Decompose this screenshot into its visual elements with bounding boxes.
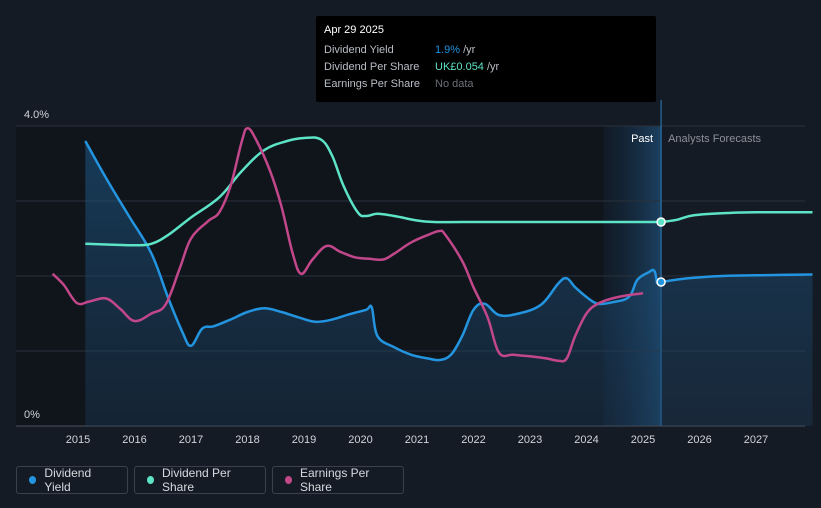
y-label-bottom: 0%	[24, 409, 40, 421]
legend-dot-icon	[285, 476, 292, 484]
dividend-yield-forecast-line	[660, 273, 813, 284]
tooltip-label: Earnings Per Share	[324, 77, 420, 90]
tooltip-label: Dividend Yield	[324, 43, 394, 56]
legend-dot-icon	[147, 476, 154, 484]
tooltip-unit: /yr	[463, 43, 476, 56]
tooltip-row-earnings-per-share: Earnings Per Share No data	[324, 75, 648, 92]
x-tick-label: 2020	[348, 434, 372, 446]
tooltip-date: Apr 29 2025	[324, 24, 384, 36]
x-tick-label: 2027	[744, 434, 768, 446]
x-axis-ticks: 2015 2016 2017 2018 2019 2020 2021 2022 2023 2024…	[66, 434, 768, 446]
legend-item-dividend-per-share[interactable]: Dividend Per Share	[134, 466, 266, 494]
tooltip-row-dividend-per-share: Dividend Per Share UK£0.054 /yr	[324, 58, 648, 75]
dividend-yield-line	[84, 140, 659, 362]
series-layer	[51, 127, 813, 426]
legend-item-dividend-yield[interactable]: Dividend Yield	[16, 466, 128, 494]
dividend-per-share-forecast-line	[660, 210, 813, 224]
x-tick-label: 2019	[292, 434, 316, 446]
x-tick-label: 2025	[631, 434, 655, 446]
y-label-top: 4.0%	[24, 109, 49, 121]
dividend-yield-area	[85, 141, 813, 426]
forecast-region-label: Analysts Forecasts	[668, 133, 761, 145]
x-tick-label: 2017	[179, 434, 203, 446]
x-tick-label: 2022	[461, 434, 485, 446]
tooltip-row-dividend-yield: Dividend Yield 1.9% /yr	[324, 41, 648, 58]
legend-label: Earnings Per Share	[299, 466, 370, 494]
tooltip-value: UK£0.054	[435, 60, 484, 73]
tooltip-value: 1.9%	[435, 43, 461, 56]
tooltip: Apr 29 2025 Dividend Yield 1.9% /yr Divi…	[316, 16, 656, 102]
dividend-per-share-hover-marker	[656, 217, 666, 227]
x-tick-label: 2021	[405, 434, 429, 446]
earnings-per-share-line	[51, 127, 644, 363]
dividend-yield-hover-marker	[656, 277, 666, 287]
legend-item-earnings-per-share[interactable]: Earnings Per Share	[272, 466, 404, 494]
x-tick-label: 2016	[122, 434, 146, 446]
tooltip-unit: /yr	[486, 60, 500, 73]
past-region-label: Past	[631, 133, 653, 145]
legend-dot-icon	[29, 476, 37, 484]
x-tick-label: 2015	[66, 434, 90, 446]
legend-label: Dividend Per Share	[162, 466, 231, 494]
x-tick-label: 2026	[687, 434, 711, 446]
x-tick-label: 2024	[574, 434, 598, 446]
hover-markers	[656, 217, 666, 287]
dividend-per-share-line	[85, 136, 658, 247]
tooltip-label: Dividend Per Share	[324, 60, 420, 73]
x-tick-label: 2023	[518, 434, 542, 446]
x-tick-label: 2018	[235, 434, 259, 446]
legend-label: Dividend Yield	[44, 466, 92, 494]
tooltip-value: No data	[435, 77, 474, 90]
